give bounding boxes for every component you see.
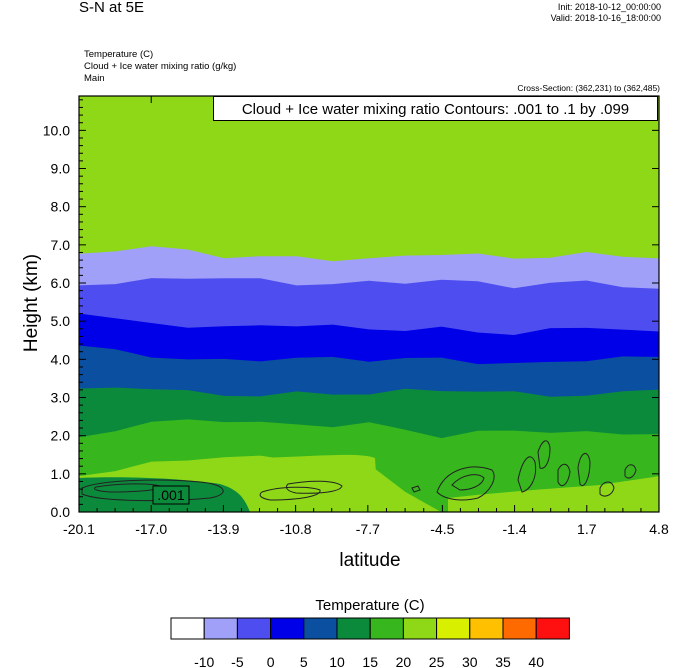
y-tick-label: 4.0 (51, 351, 71, 367)
y-tick-label: 2.0 (51, 428, 71, 444)
colorbar-label: 5 (300, 654, 308, 668)
colorbar-swatch (502, 617, 537, 640)
x-tick-label: -1.4 (503, 521, 527, 537)
contour-info-box: Cloud + Ice water mixing ratio Contours:… (213, 96, 658, 121)
colorbar-label: 40 (528, 654, 544, 668)
y-tick-label: 9.0 (51, 161, 71, 177)
colorbar-label: 30 (462, 654, 478, 668)
contour-label-box (152, 485, 190, 505)
x-axis-label: latitude (339, 550, 401, 571)
x-tick-label: -7.7 (356, 521, 380, 537)
y-tick-label: 7.0 (51, 237, 71, 253)
contour-line (557, 463, 571, 487)
y-tick-label: 0.0 (51, 504, 71, 520)
contour-label: .001 (157, 487, 184, 503)
colorbar-swatch (336, 617, 371, 640)
temperature-fill (79, 96, 659, 512)
contour-line (451, 474, 485, 491)
valid-time: Valid: 2018-10-16_18:00:00 (550, 13, 661, 23)
colorbar-label: -5 (231, 654, 244, 668)
x-tick-label: -13.9 (207, 521, 239, 537)
x-tick-label: -17.0 (135, 521, 167, 537)
plot-title: S-N at 5E (79, 0, 145, 16)
y-tick-label: 3.0 (51, 390, 71, 406)
colorbar-label: 20 (396, 654, 412, 668)
contour-line (517, 456, 537, 493)
contour-line (286, 480, 343, 494)
colorbar: -10 -5 0 5 10 15 20 25 30 35 40 (170, 617, 570, 668)
contour-line (624, 464, 637, 479)
colorbar-label: 0 (267, 654, 275, 668)
y-tick-label: 5.0 (51, 313, 71, 329)
colorbar-label: 10 (329, 654, 345, 668)
colorbar-swatch (270, 617, 305, 640)
colorbar-swatch (469, 617, 504, 640)
x-tick-label: -20.1 (63, 521, 95, 537)
colorbar-swatch (303, 617, 338, 640)
warm-zone-25-right (448, 476, 659, 512)
y-axis-label: Height (km) (21, 253, 42, 353)
y-tick-label: 10.0 (43, 122, 70, 138)
cross-section-label: Cross-Section: (362,231) to (362,485) (517, 83, 660, 93)
field-label-cloud-ice: Cloud + Ice water mixing ratio (g/kg) (84, 61, 237, 72)
x-tick-label: 4.8 (649, 521, 669, 537)
cloud-contours (81, 440, 637, 502)
contour-line (411, 485, 421, 493)
colorbar-title: Temperature (C) (315, 597, 425, 614)
contour-line (599, 481, 615, 497)
axes: -20.1 -17.0 -13.9 -10.8 -7.7 -4.5 -1.4 1.7 4.8 0.… (43, 96, 669, 537)
contour-line (94, 483, 161, 493)
contour-line (81, 479, 224, 502)
colorbar-label: 35 (495, 654, 511, 668)
init-time: Init: 2018-10-12_00:00:00 (557, 2, 661, 12)
contour-line (436, 466, 495, 501)
colorbar-swatch (436, 617, 471, 640)
contour-line (577, 453, 591, 486)
y-tick-label: 6.0 (51, 275, 71, 291)
field-label-main: Main (84, 73, 105, 84)
colorbar-swatch (170, 617, 205, 640)
colorbar-swatch (369, 617, 404, 640)
field-label-temperature: Temperature (C) (84, 49, 154, 60)
colorbar-swatch (203, 617, 238, 640)
colorbar-swatch (402, 617, 438, 640)
x-tick-label: -4.5 (430, 521, 454, 537)
colorbar-label: 25 (429, 654, 445, 668)
contour-line (537, 440, 551, 469)
colorbar-label: -10 (194, 654, 214, 668)
colorbar-swatch (535, 617, 570, 640)
x-tick-label: -10.8 (280, 521, 312, 537)
contour-line (259, 486, 321, 501)
x-tick-label: 1.7 (577, 521, 597, 537)
colorbar-swatch (236, 617, 272, 640)
y-tick-label: 8.0 (51, 199, 71, 215)
y-tick-label: 1.0 (51, 466, 71, 482)
colorbar-label: 15 (362, 654, 378, 668)
